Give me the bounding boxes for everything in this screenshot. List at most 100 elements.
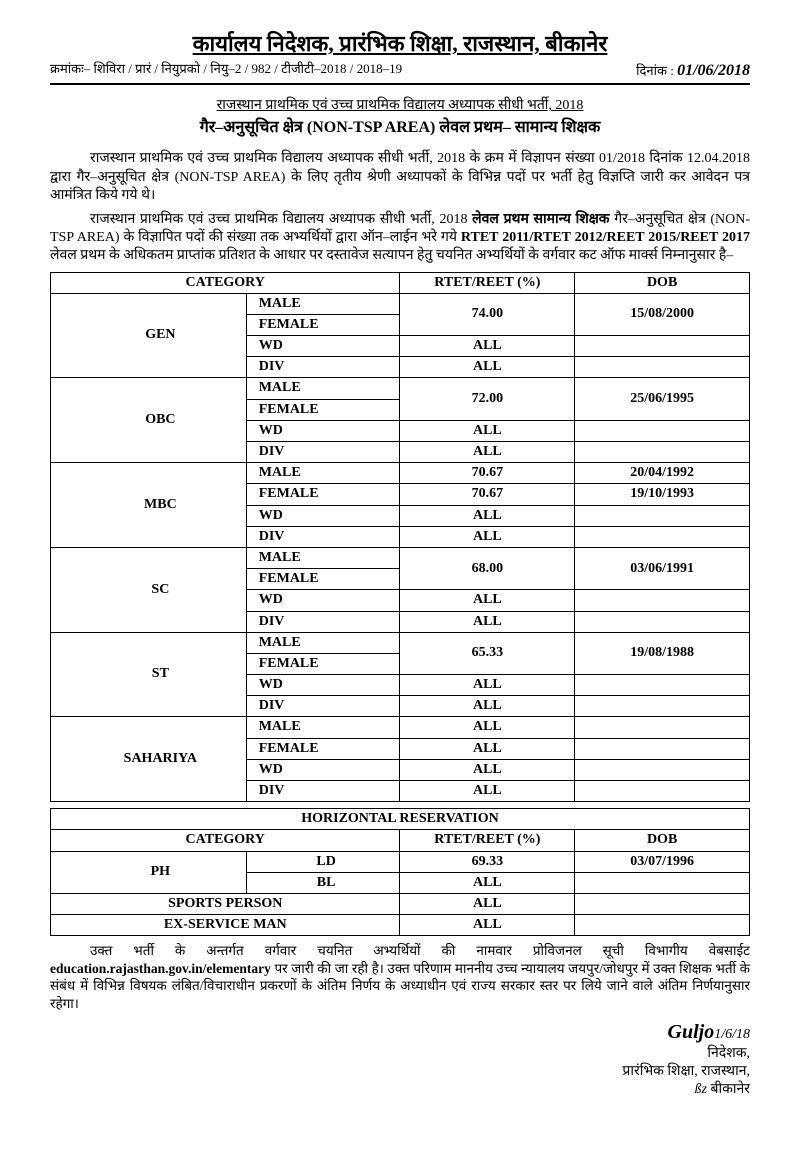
footer-paragraph: उक्त भर्ती के अन्तर्गत वर्गवार चयनित अभ्…	[50, 942, 750, 1012]
dob-cell	[575, 759, 750, 780]
subcategory-cell: MALE	[246, 378, 400, 399]
dob-cell	[575, 611, 750, 632]
paragraph-2: राजस्थान प्राथमिक एवं उच्च प्राथमिक विद्…	[50, 211, 750, 266]
signature-date: 1/6/18	[714, 1027, 750, 1042]
dob-cell	[575, 442, 750, 463]
subcategory-cell: DIV	[246, 781, 400, 802]
subcategory-cell: DIV	[246, 442, 400, 463]
subcategory-cell: WD	[246, 590, 400, 611]
header-rule	[50, 83, 750, 85]
rtet-cell: ALL	[400, 872, 575, 893]
rtet-cell: ALL	[400, 696, 575, 717]
th-dob: DOB	[575, 830, 750, 851]
category-cell: PH	[51, 851, 247, 893]
th-rtet: RTET/REET (%)	[400, 272, 575, 293]
dob-cell	[575, 781, 750, 802]
dob-cell	[575, 505, 750, 526]
rtet-cell: ALL	[400, 717, 575, 738]
cutoff-table: CATEGORYRTET/REET (%)DOBGENMALE74.0015/0…	[50, 272, 750, 803]
dob-cell: 15/08/2000	[575, 293, 750, 335]
dob-cell	[575, 526, 750, 547]
reference-line: क्रमांकः– शिविरा / प्रारं / नियुप्रको / …	[50, 61, 750, 82]
category-cell: GEN	[51, 293, 247, 378]
dob-cell: 25/06/1995	[575, 378, 750, 420]
rtet-cell: 72.00	[400, 378, 575, 420]
rtet-cell: ALL	[400, 505, 575, 526]
table-row: SAHARIYAMALEALL	[51, 717, 750, 738]
dob-cell	[575, 675, 750, 696]
rtet-cell: ALL	[400, 675, 575, 696]
rtet-cell: ALL	[400, 738, 575, 759]
subcategory-cell: WD	[246, 336, 400, 357]
th-category: CATEGORY	[51, 830, 400, 851]
rtet-cell: 69.33	[400, 851, 575, 872]
date-value: 01/06/2018	[677, 62, 750, 79]
subcategory-cell: LD	[246, 851, 400, 872]
category-cell: EX-SERVICE MAN	[51, 915, 400, 936]
rtet-cell: ALL	[400, 442, 575, 463]
hr-title: HORIZONTAL RESERVATION	[51, 809, 750, 830]
date-label: दिनांक :	[636, 63, 674, 78]
subcategory-cell: FEMALE	[246, 653, 400, 674]
table-row: SPORTS PERSONALL	[51, 893, 750, 914]
office-title: कार्यालय निदेशक, प्रारंभिक शिक्षा, राजस्…	[50, 30, 750, 59]
rtet-cell: ALL	[400, 526, 575, 547]
rtet-cell: 65.33	[400, 632, 575, 674]
fpb: education.rajasthan.gov.in/elementary	[50, 961, 271, 976]
dob-cell: 19/10/1993	[575, 484, 750, 505]
subcategory-cell: FEMALE	[246, 314, 400, 335]
rtet-cell: ALL	[400, 611, 575, 632]
rtet-cell: 74.00	[400, 293, 575, 335]
subcategory-cell: DIV	[246, 357, 400, 378]
rtet-cell: 68.00	[400, 547, 575, 589]
dob-cell: 19/08/1988	[575, 632, 750, 674]
dob-cell: 20/04/1992	[575, 463, 750, 484]
table-row: SCMALE68.0003/06/1991	[51, 547, 750, 568]
rtet-cell: ALL	[400, 336, 575, 357]
dob-cell	[575, 893, 750, 914]
dob-cell	[575, 696, 750, 717]
subtitle-1: राजस्थान प्राथमिक एवं उच्च प्राथमिक विद्…	[50, 97, 750, 115]
horizontal-reservation-table: HORIZONTAL RESERVATIONCATEGORYRTET/REET …	[50, 808, 750, 936]
th-dob: DOB	[575, 272, 750, 293]
subcategory-cell: FEMALE	[246, 569, 400, 590]
p2e: लेवल प्रथम के अधिकतम प्राप्तांक प्रतिशत …	[50, 248, 733, 263]
subcategory-cell: WD	[246, 675, 400, 696]
rtet-cell: 70.67	[400, 484, 575, 505]
dob-cell	[575, 717, 750, 738]
dob-cell	[575, 336, 750, 357]
subcategory-cell: FEMALE	[246, 738, 400, 759]
subcategory-cell: WD	[246, 759, 400, 780]
category-cell: SPORTS PERSON	[51, 893, 400, 914]
ref-number: क्रमांकः– शिविरा / प्रारं / नियुप्रको / …	[50, 61, 402, 82]
signature-scribble: Guljo	[668, 1021, 715, 1043]
table-row: PHLD69.3303/07/1996	[51, 851, 750, 872]
subcategory-cell: MALE	[246, 632, 400, 653]
dob-cell	[575, 738, 750, 759]
dob-cell: 03/07/1996	[575, 851, 750, 872]
paragraph-1: राजस्थान प्राथमिक एवं उच्च प्राथमिक विद्…	[50, 150, 750, 205]
category-cell: SC	[51, 547, 247, 632]
rtet-cell: 70.67	[400, 463, 575, 484]
dob-cell	[575, 357, 750, 378]
subcategory-cell: MALE	[246, 547, 400, 568]
table-row: STMALE65.3319/08/1988	[51, 632, 750, 653]
category-cell: OBC	[51, 378, 247, 463]
category-cell: MBC	[51, 463, 247, 548]
rtet-cell: ALL	[400, 915, 575, 936]
table-row: GENMALE74.0015/08/2000	[51, 293, 750, 314]
p2d: RTET 2011/RTET 2012/REET 2015/REET 2017	[461, 230, 750, 245]
subcategory-cell: FEMALE	[246, 399, 400, 420]
rtet-cell: ALL	[400, 590, 575, 611]
subcategory-cell: MALE	[246, 463, 400, 484]
dob-cell: 03/06/1991	[575, 547, 750, 589]
table-row: MBCMALE70.6720/04/1992	[51, 463, 750, 484]
subcategory-cell: DIV	[246, 611, 400, 632]
subcategory-cell: DIV	[246, 696, 400, 717]
category-cell: ST	[51, 632, 247, 717]
rtet-cell: ALL	[400, 759, 575, 780]
signature-org: प्रारंभिक शिक्षा, राजस्थान,	[50, 1063, 750, 1081]
signature-place: बीकानेर	[711, 1082, 751, 1097]
subcategory-cell: WD	[246, 420, 400, 441]
subcategory-cell: MALE	[246, 717, 400, 738]
